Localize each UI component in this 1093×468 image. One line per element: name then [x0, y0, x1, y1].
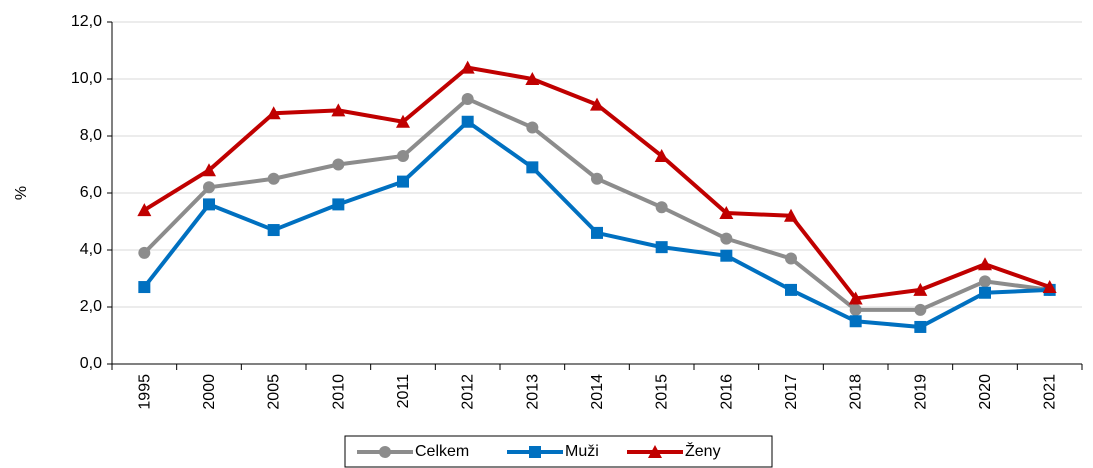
- y-tick-label: 4,0: [80, 241, 102, 258]
- data-point: [332, 198, 345, 211]
- data-point: [590, 97, 604, 111]
- data-point: [914, 303, 927, 316]
- data-point: [203, 198, 215, 211]
- x-tick-label: 2017: [783, 374, 800, 410]
- data-point: [267, 172, 280, 185]
- data-point: [978, 257, 992, 271]
- legend-marker: [529, 446, 541, 458]
- x-tick-label: 2019: [912, 374, 929, 410]
- legend-label: Ženy: [685, 441, 721, 460]
- data-point: [396, 114, 410, 128]
- data-point: [461, 92, 474, 105]
- data-point: [460, 60, 475, 74]
- x-tick-label: 2000: [201, 374, 218, 410]
- data-point: [267, 224, 280, 237]
- legend-marker: [379, 446, 391, 458]
- data-point: [784, 208, 798, 222]
- y-tick-label: 10,0: [71, 70, 102, 87]
- legend-marker: [648, 445, 662, 458]
- data-point: [266, 106, 281, 120]
- data-point: [979, 275, 991, 288]
- y-tick-label: 0,0: [80, 355, 102, 372]
- data-point: [1042, 280, 1057, 294]
- x-tick-label: 2016: [718, 374, 735, 410]
- y-tick-label: 12,0: [71, 13, 102, 30]
- data-point: [913, 282, 928, 296]
- data-point: [461, 115, 474, 128]
- x-tick-label: 2012: [460, 374, 477, 410]
- legend-label: Celkem: [415, 443, 469, 460]
- data-point: [526, 121, 539, 134]
- data-point: [914, 320, 927, 333]
- data-point: [137, 203, 152, 217]
- data-point: [203, 181, 215, 194]
- data-point: [720, 249, 733, 262]
- x-tick-label: 2015: [654, 374, 671, 410]
- x-tick-label: 2010: [330, 374, 347, 410]
- data-point: [654, 148, 669, 162]
- x-tick-label: 1995: [136, 374, 153, 410]
- data-point: [331, 103, 346, 117]
- data-point: [785, 252, 797, 265]
- data-point: [525, 72, 540, 85]
- data-point: [397, 149, 409, 162]
- data-point: [849, 315, 862, 328]
- data-point: [526, 161, 539, 174]
- legend-label: Muži: [565, 443, 599, 460]
- data-point: [655, 241, 668, 254]
- data-point: [719, 205, 734, 219]
- data-point: [655, 201, 668, 214]
- data-point: [849, 303, 862, 316]
- y-axis-label: %: [13, 186, 30, 200]
- data-point: [720, 232, 733, 245]
- data-point: [979, 286, 991, 299]
- x-tick-label: 2021: [1042, 374, 1059, 410]
- x-tick-label: 2011: [395, 374, 412, 409]
- series-line: [142, 96, 1050, 312]
- data-point: [785, 283, 797, 296]
- x-tick-label: 2014: [589, 374, 606, 410]
- data-point: [848, 291, 863, 305]
- y-tick-label: 6,0: [80, 184, 102, 201]
- data-point: [591, 172, 603, 185]
- data-point: [397, 175, 409, 188]
- legend: Celkem Muži Ženy: [344, 435, 773, 468]
- y-tick-label: 2,0: [80, 298, 102, 315]
- x-tick-label: 2020: [977, 374, 994, 410]
- y-tick-label: 8,0: [80, 127, 102, 144]
- x-tick-label: 2018: [848, 374, 865, 410]
- data-point: [138, 281, 151, 294]
- data-point: [332, 158, 345, 171]
- x-tick-label: 2005: [266, 374, 283, 410]
- data-point: [138, 246, 151, 259]
- data-point: [202, 163, 216, 177]
- data-point: [591, 226, 603, 239]
- series-line: [142, 119, 1050, 329]
- x-tick-label: 2013: [524, 374, 541, 410]
